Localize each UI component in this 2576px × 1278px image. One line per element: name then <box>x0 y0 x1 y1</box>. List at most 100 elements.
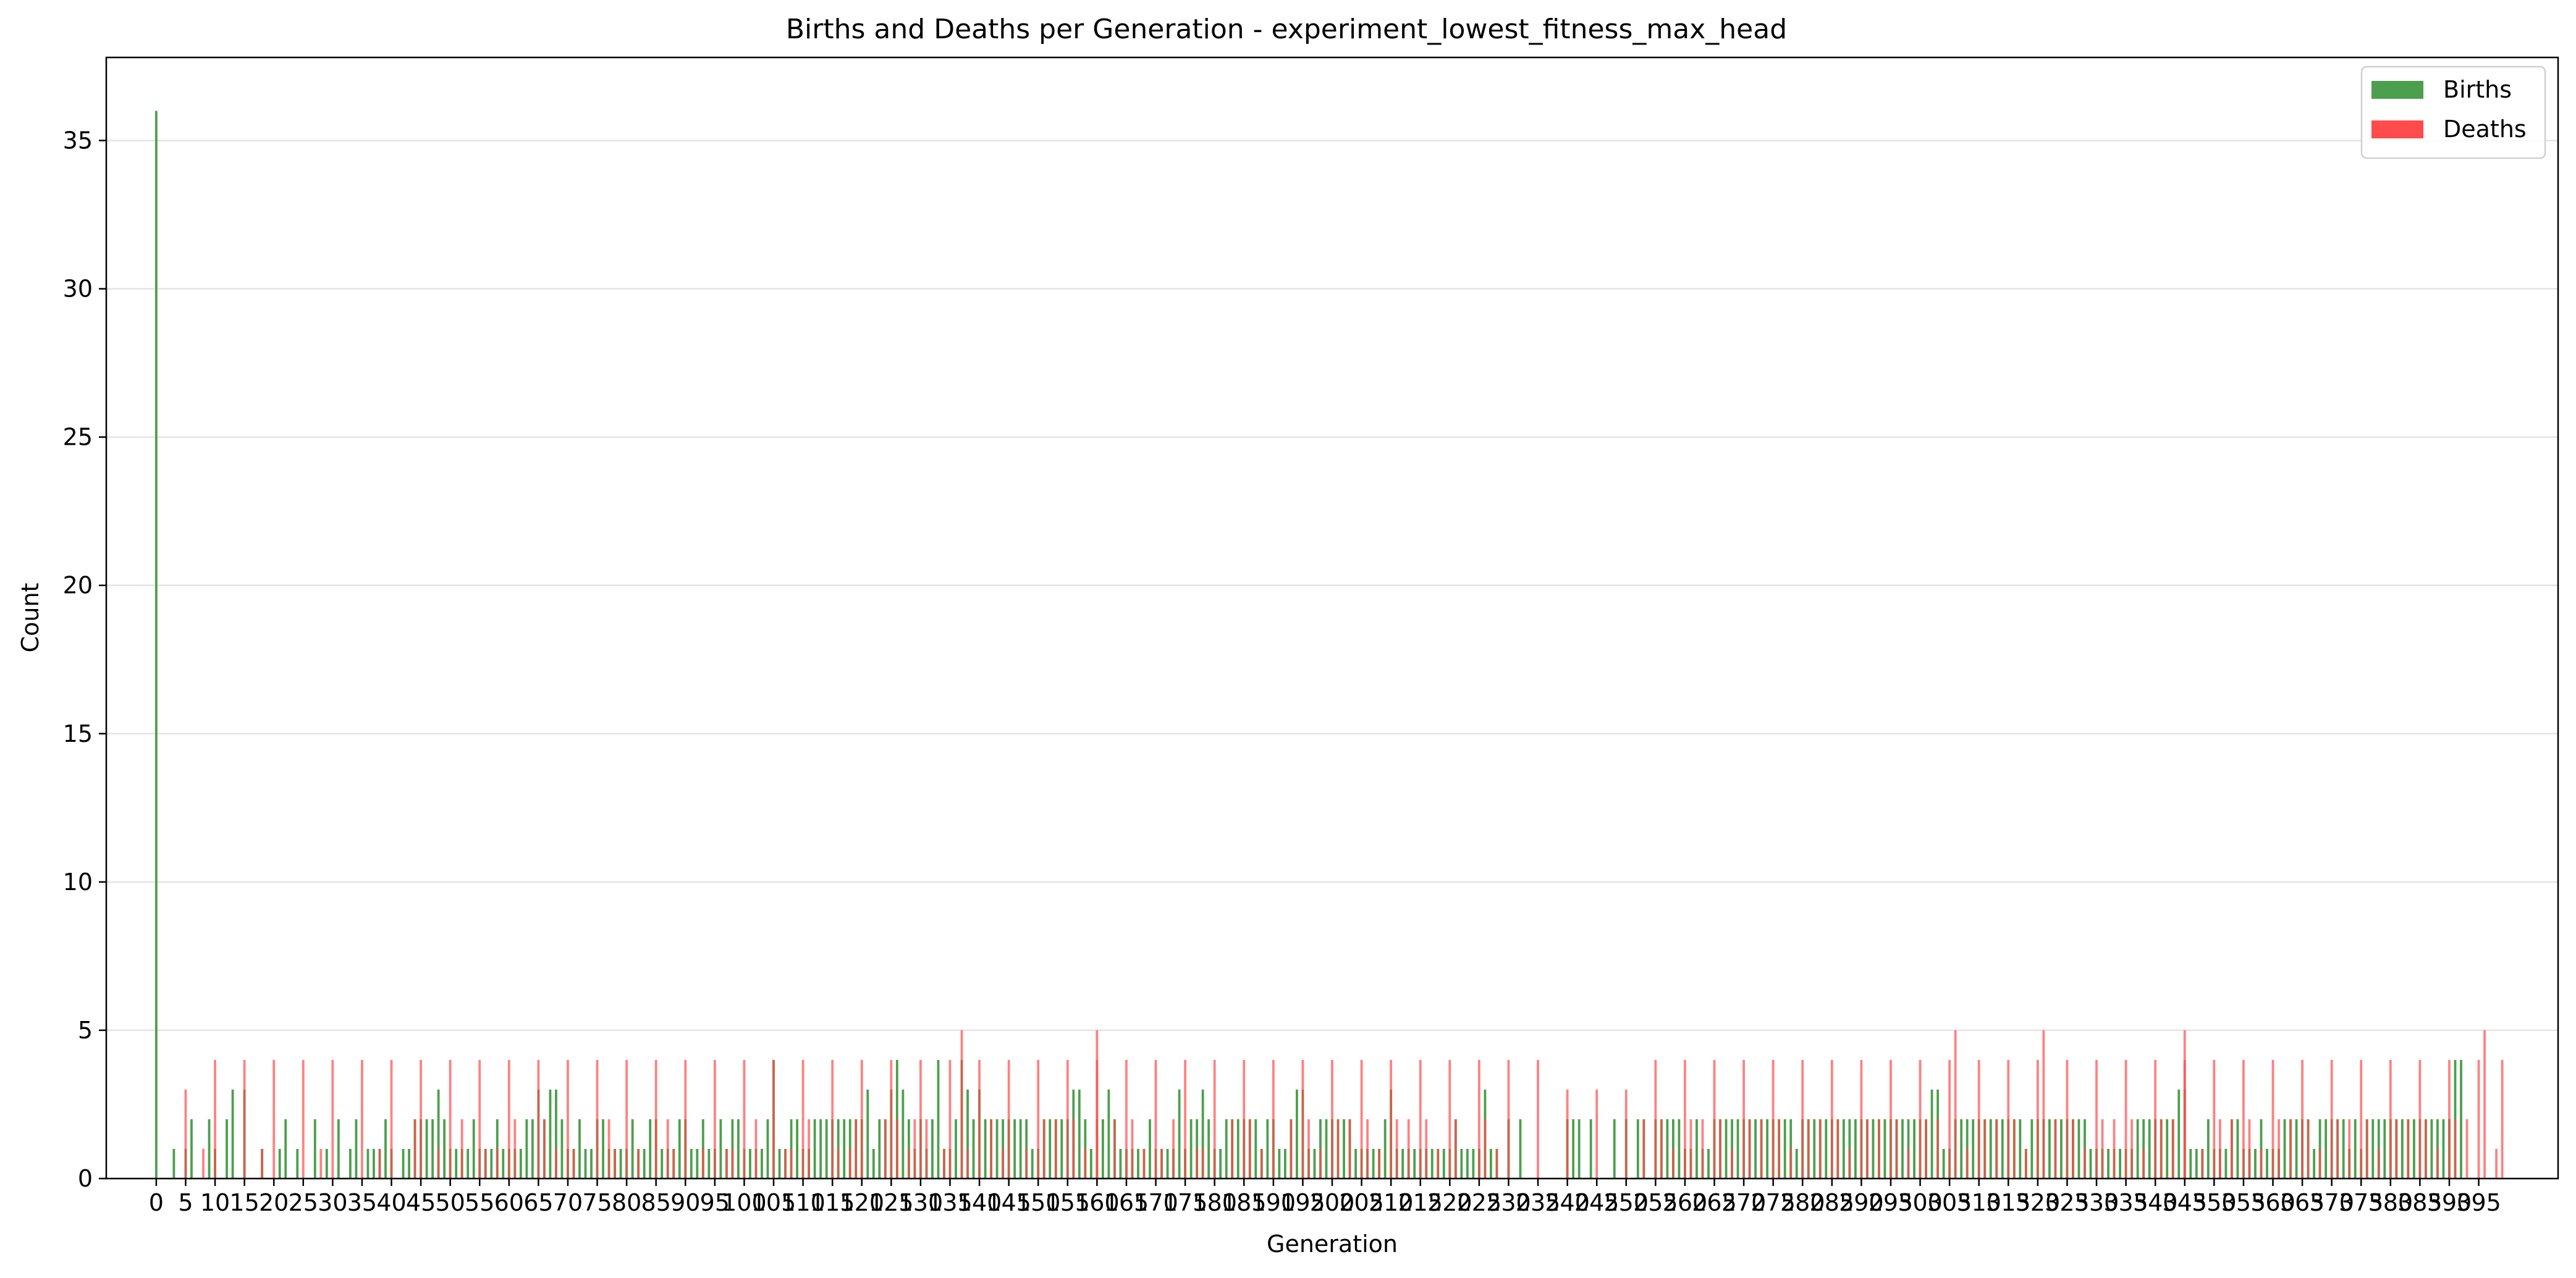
deaths-bar <box>214 1059 216 1179</box>
births-bar <box>1383 1119 1387 1179</box>
deaths-bar <box>2477 1059 2480 1179</box>
deaths-bar <box>1025 1148 1028 1179</box>
y-tick-label: 0 <box>78 1165 93 1192</box>
x-tick-label: 0 <box>149 1189 164 1216</box>
y-tick-label: 5 <box>78 1017 93 1044</box>
deaths-bar <box>2036 1059 2039 1179</box>
deaths-bar <box>2454 1119 2457 1179</box>
births-bar <box>2136 1119 2139 1179</box>
births-bar <box>1736 1119 1739 1179</box>
deaths-bar <box>484 1148 487 1179</box>
deaths-bar <box>2171 1119 2174 1179</box>
bars <box>154 111 2504 1179</box>
births-bar <box>1472 1148 1475 1179</box>
x-tick-label: 285 <box>1810 1189 1855 1216</box>
deaths-bar <box>413 1119 416 1179</box>
x-tick-label: 30 <box>318 1189 347 1216</box>
x-tick-label: 20 <box>259 1189 289 1216</box>
births-bar <box>348 1148 352 1179</box>
x-tick-label: 15 <box>229 1189 259 1216</box>
births-bar <box>1960 1119 1963 1179</box>
births-bar <box>431 1119 434 1179</box>
deaths-bar <box>572 1148 575 1179</box>
x-tick-label: 380 <box>2368 1189 2413 1216</box>
births-bar <box>1031 1148 1034 1179</box>
deaths-bar <box>895 1119 898 1179</box>
deaths-bar <box>302 1059 305 1179</box>
deaths-bar <box>1142 1148 1146 1179</box>
deaths-bar <box>272 1059 276 1179</box>
deaths-bar <box>1919 1059 1922 1179</box>
births-bar <box>190 1119 193 1179</box>
deaths-bar <box>2436 1148 2439 1179</box>
x-tick-label: 200 <box>1310 1189 1355 1216</box>
deaths-bar <box>1454 1119 1457 1179</box>
deaths-bar <box>1395 1119 1398 1179</box>
deaths-bar <box>2201 1148 2204 1179</box>
deaths-bar <box>378 1148 381 1179</box>
births-bar <box>1972 1119 1975 1179</box>
deaths-bar <box>725 1148 728 1179</box>
births-bar <box>678 1119 681 1179</box>
x-tick-label: 185 <box>1222 1189 1267 1216</box>
deaths-bar <box>919 1059 922 1179</box>
deaths-bar <box>1977 1059 1980 1179</box>
x-tick-label: 235 <box>1516 1189 1561 1216</box>
deaths-bar <box>331 1059 334 1179</box>
births-bar <box>778 1148 781 1179</box>
deaths-bar <box>2242 1059 2245 1179</box>
deaths-bar <box>701 1148 704 1179</box>
deaths-bar <box>790 1148 793 1179</box>
births-bar <box>1013 1119 1016 1179</box>
births-bar <box>2030 1119 2033 1179</box>
deaths-bar <box>2348 1119 2351 1179</box>
legend-deaths-label: Deaths <box>2443 116 2527 143</box>
births-bar <box>1678 1119 1681 1179</box>
births-bar <box>749 1148 751 1179</box>
deaths-bar <box>1954 1030 1957 1179</box>
x-tick-label: 395 <box>2456 1189 2501 1216</box>
y-tick-label: 25 <box>63 424 93 451</box>
deaths-bar <box>1331 1059 1333 1179</box>
births-bar <box>1201 1089 1204 1179</box>
deaths-bar <box>2318 1148 2321 1179</box>
births-bar <box>937 1059 940 1179</box>
deaths-bar <box>184 1089 187 1179</box>
births-bar <box>966 1089 969 1179</box>
deaths-bar <box>2418 1059 2422 1179</box>
births-bar <box>1313 1148 1316 1179</box>
births-bar <box>2354 1119 2357 1179</box>
legend: Births Deaths <box>2360 65 2546 159</box>
deaths-bar <box>1307 1119 1310 1179</box>
deaths-bar <box>2072 1119 2074 1179</box>
births-bar <box>719 1119 722 1179</box>
deaths-bar <box>2101 1119 2104 1179</box>
births-bar <box>1754 1119 1757 1179</box>
deaths-bar <box>1243 1059 1246 1179</box>
births-bar <box>878 1119 881 1179</box>
x-tick-label: 260 <box>1663 1189 1708 1216</box>
births-bar <box>2383 1119 2386 1179</box>
deaths-bar <box>2066 1059 2069 1179</box>
births-bar <box>590 1148 593 1179</box>
deaths-bar <box>1595 1089 1598 1179</box>
births-bar <box>402 1148 405 1179</box>
deaths-bar <box>1848 1148 1851 1179</box>
deaths-bar <box>1537 1059 1539 1179</box>
births-bar <box>337 1119 340 1179</box>
deaths-bar <box>596 1059 599 1179</box>
deaths-bar <box>831 1059 834 1179</box>
births-bar <box>467 1148 470 1179</box>
births-bar <box>355 1119 358 1179</box>
x-tick-label: 230 <box>1486 1189 1531 1216</box>
births-bar <box>296 1148 299 1179</box>
x-tick-label: 280 <box>1780 1189 1825 1216</box>
births-bar <box>707 1148 711 1179</box>
births-bar <box>619 1148 622 1179</box>
x-tick-label: 160 <box>1075 1189 1120 1216</box>
deaths-bar <box>2124 1059 2127 1179</box>
deaths-bar <box>1642 1119 1645 1179</box>
deaths-bar <box>202 1148 205 1179</box>
deaths-bar <box>2130 1119 2134 1179</box>
births-bar <box>1666 1119 1669 1179</box>
